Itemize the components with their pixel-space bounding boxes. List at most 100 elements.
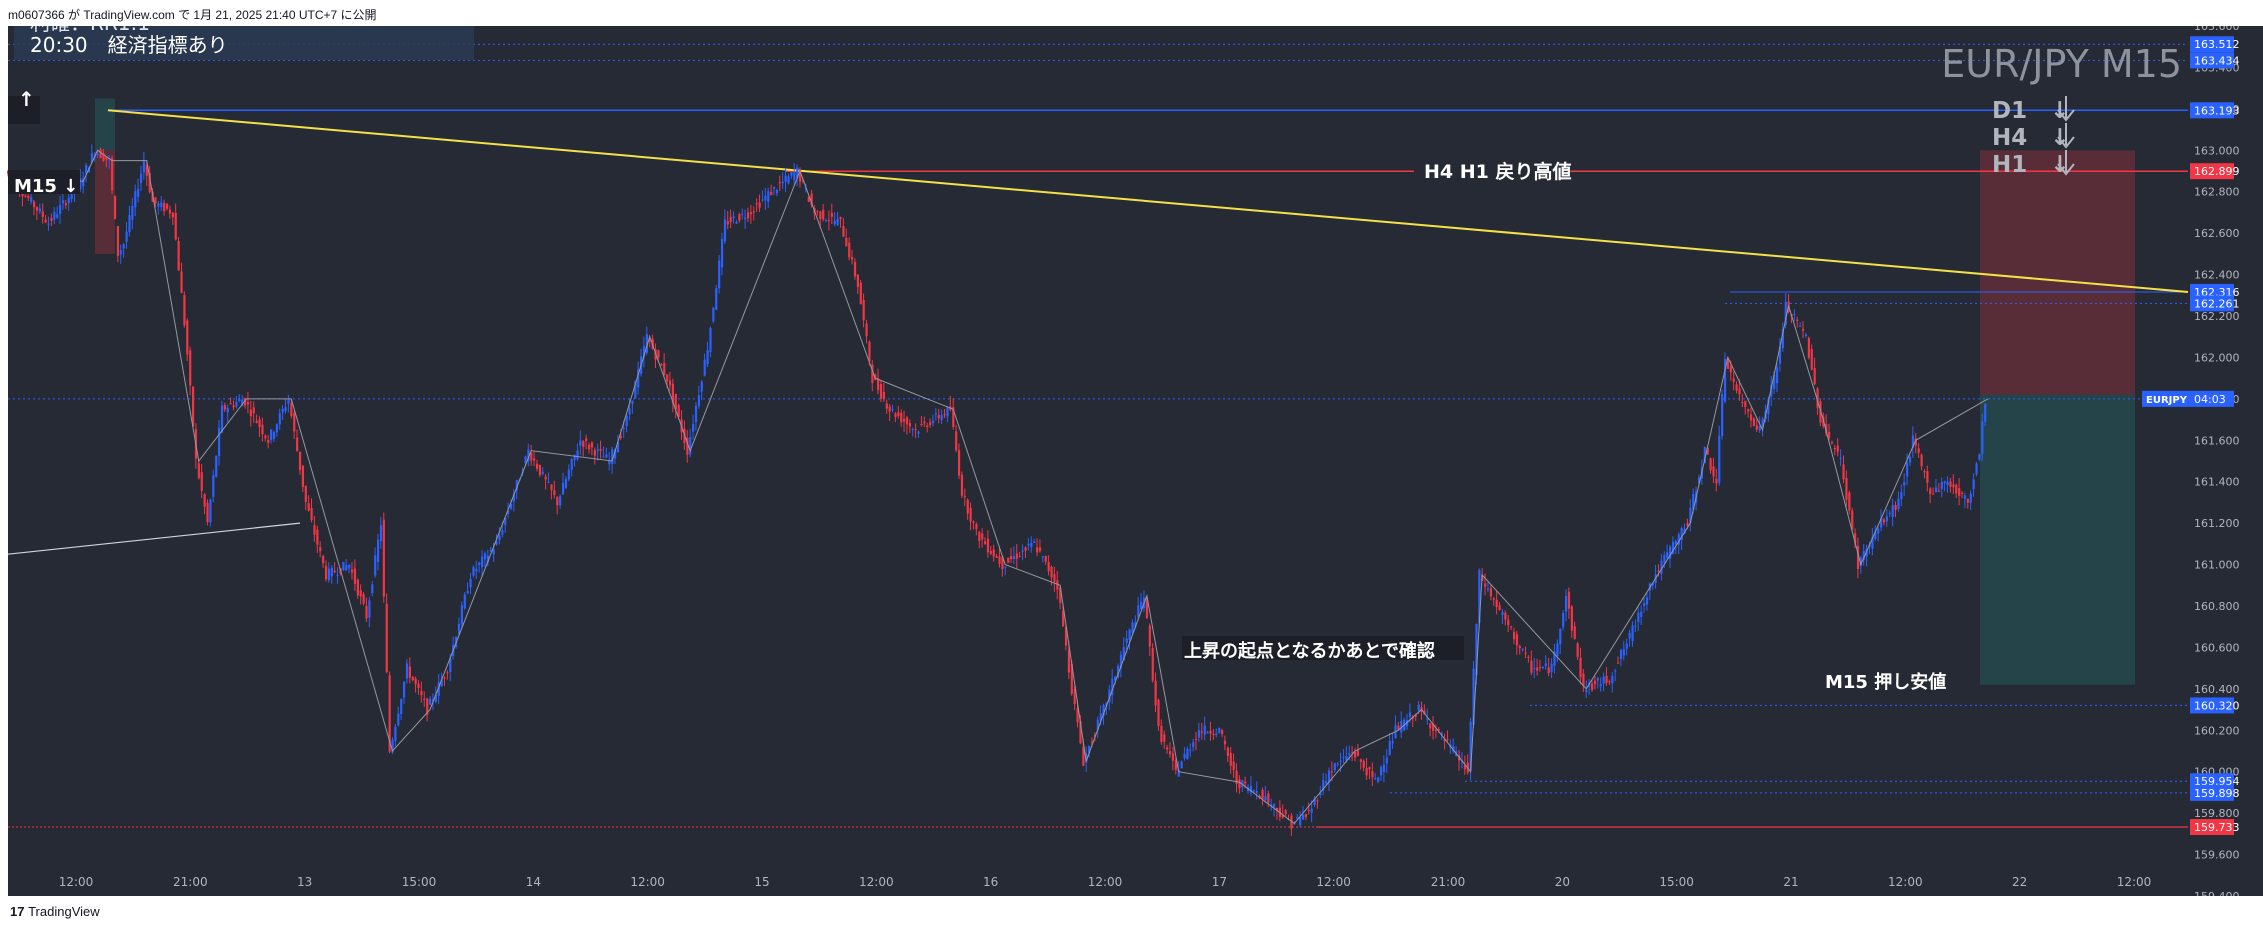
candle-body	[1406, 720, 1409, 727]
candle-body	[463, 594, 466, 609]
candle-body	[1570, 606, 1573, 631]
candle-body	[1559, 629, 1562, 645]
candle-body	[1177, 769, 1180, 777]
candle-body	[350, 569, 354, 573]
candle-body	[1486, 588, 1490, 590]
price-tick-label: 159.800	[2194, 807, 2240, 820]
candle-body	[1498, 605, 1501, 611]
candle-body	[1981, 421, 1984, 454]
candle-body	[816, 211, 819, 213]
candle-body	[1865, 549, 1868, 557]
price-tick-label: 160.600	[2194, 641, 2240, 654]
candle-body	[550, 484, 553, 491]
price-tick-label: 163.600	[2194, 26, 2240, 33]
candle-body	[614, 450, 617, 459]
candle-body	[131, 205, 134, 220]
candle-body	[1619, 650, 1623, 659]
candle-body	[663, 362, 666, 375]
candle-body	[1368, 767, 1371, 770]
candle-body	[561, 482, 565, 495]
price-label-box[interactable]	[2190, 163, 2234, 180]
price-label-box[interactable]	[2190, 295, 2234, 312]
candle-body	[1894, 504, 1897, 510]
candle-body	[1140, 601, 1143, 609]
candle-body	[319, 547, 322, 552]
price-label-box[interactable]	[2190, 36, 2234, 53]
candle-body	[261, 424, 264, 435]
candle-body	[1891, 505, 1894, 518]
candle-body	[1544, 663, 1547, 666]
candle-body	[495, 541, 498, 545]
candle-body	[1605, 675, 1608, 683]
candle-body	[1683, 528, 1686, 534]
price-label-box[interactable]	[2190, 819, 2234, 836]
candle-body	[1443, 739, 1446, 742]
candle-body	[330, 567, 333, 577]
candle-body	[596, 449, 599, 451]
candle-body	[1134, 622, 1137, 628]
candle-body	[1507, 619, 1510, 626]
candle-body	[122, 244, 125, 249]
candle-body	[258, 419, 261, 428]
candle-body	[483, 553, 487, 560]
candle-body	[1718, 435, 1721, 484]
support-trendline[interactable]	[7, 522, 301, 555]
candle-body	[1703, 447, 1706, 464]
price-label: 159.733	[2194, 821, 2240, 834]
candle-body	[1510, 626, 1513, 628]
candle-body	[507, 510, 510, 515]
candle-body	[1030, 543, 1033, 548]
candle-body	[431, 700, 435, 702]
candle-body	[969, 507, 972, 522]
candle-body	[1200, 731, 1203, 733]
descending-trendline[interactable]	[107, 109, 2189, 293]
candle-body	[1625, 643, 1628, 649]
price-label-box[interactable]	[2190, 52, 2234, 69]
candle-body	[666, 374, 669, 382]
candle-body	[1562, 613, 1565, 628]
candle-body	[397, 713, 400, 726]
price-label-box[interactable]	[2190, 784, 2234, 801]
stop-loss-zone[interactable]	[1980, 150, 2135, 395]
candle-body	[790, 172, 793, 176]
candle-body	[778, 182, 781, 184]
price-label-box[interactable]	[2190, 102, 2234, 119]
candle-body	[1842, 464, 1845, 480]
candle-body	[1845, 477, 1848, 500]
candle-body	[1761, 418, 1764, 428]
candle-body	[183, 294, 186, 326]
candle-body	[1533, 667, 1536, 669]
candle-body	[1958, 488, 1961, 496]
candle-body	[50, 218, 53, 221]
candle-body	[1114, 676, 1117, 681]
candle-body	[1362, 760, 1365, 768]
candle-body	[47, 223, 50, 225]
candle-body	[385, 603, 388, 673]
candle-body	[1154, 680, 1157, 706]
candle-body	[1758, 426, 1761, 431]
candle-body	[293, 413, 296, 432]
candle-body	[1660, 560, 1663, 575]
time-tick-label: 21:00	[1431, 875, 1466, 889]
candle-body	[567, 469, 570, 480]
candle-body	[1611, 676, 1614, 684]
tradingview-logo[interactable]: 17 TradingView	[10, 904, 100, 919]
candle-body	[1400, 720, 1403, 733]
candle-body	[1715, 478, 1718, 484]
candle-body	[1192, 742, 1195, 747]
candle-body	[1793, 313, 1796, 315]
take-profit-zone[interactable]	[1980, 394, 2135, 685]
candle-body	[879, 384, 883, 399]
candle-body	[579, 440, 582, 446]
candle-body	[715, 288, 718, 310]
candle-body	[1582, 673, 1585, 686]
candle-body	[379, 525, 383, 542]
candle-body	[1316, 800, 1319, 802]
candle-body	[333, 570, 336, 573]
price-label-box[interactable]	[2190, 697, 2234, 714]
swing-low-label: M15 押し安値	[1825, 671, 1946, 693]
candle-body	[128, 214, 131, 233]
candle-body	[1911, 435, 1915, 448]
price-label-box[interactable]	[2190, 390, 2234, 407]
